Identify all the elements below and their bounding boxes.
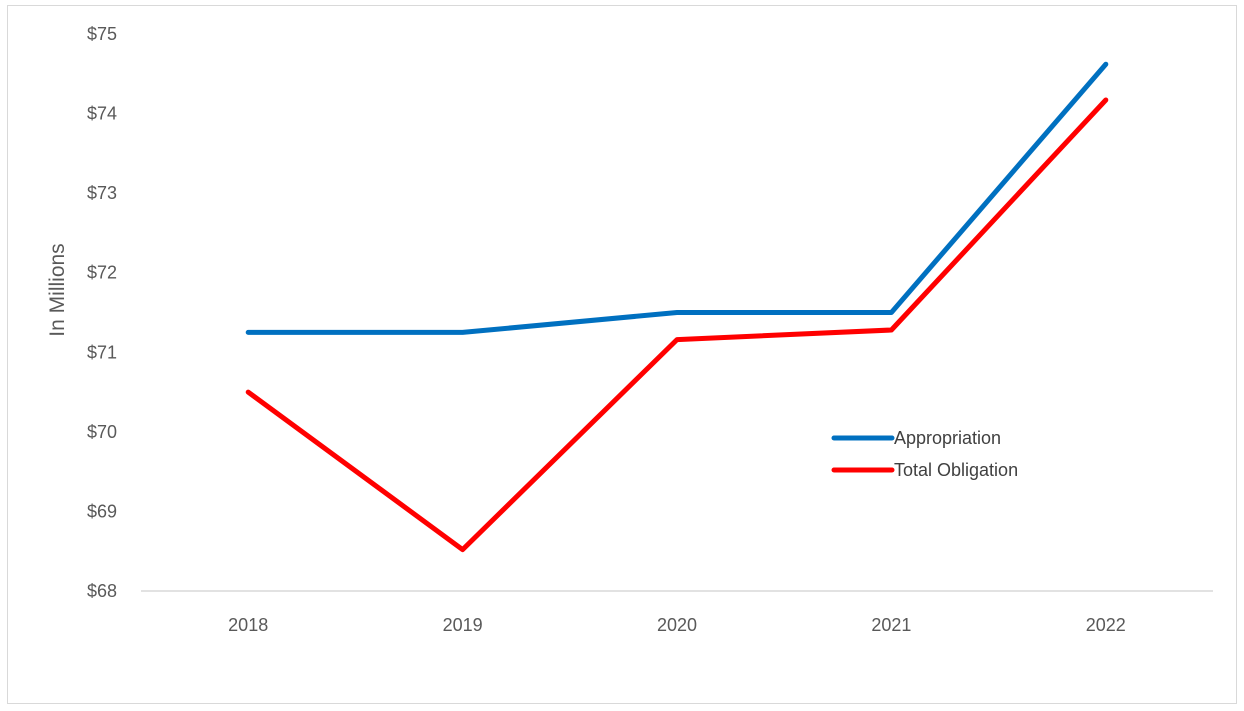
y-tick-label: $74 [87, 104, 117, 124]
y-tick-label: $73 [87, 183, 117, 203]
x-tick-label: 2021 [871, 615, 911, 635]
legend: Appropriation Total Obligation [831, 428, 1018, 480]
x-tick-label: 2022 [1086, 615, 1126, 635]
x-tick-label: 2020 [657, 615, 697, 635]
series-line-appropriation [245, 61, 1109, 335]
y-axis-title: In Millions [46, 243, 69, 336]
y-tick-label: $69 [87, 501, 117, 521]
chart-frame [7, 5, 1237, 704]
y-tick-label: $68 [87, 581, 117, 601]
y-tick-label: $71 [87, 342, 117, 362]
legend-label: Appropriation [894, 428, 1001, 448]
x-tick-label: 2018 [228, 615, 268, 635]
series-line-total-obligation [245, 97, 1109, 553]
x-tick-label: 2019 [443, 615, 483, 635]
series-lines [245, 61, 1109, 553]
legend-label: Total Obligation [894, 460, 1018, 480]
y-tick-label: $75 [87, 24, 117, 44]
y-axis-ticks: $68 $69 $70 $71 $72 $73 $74 $75 [87, 24, 117, 601]
y-tick-label: $72 [87, 263, 117, 283]
y-tick-label: $70 [87, 422, 117, 442]
x-axis-ticks: 2018 2019 2020 2021 2022 [228, 615, 1126, 635]
